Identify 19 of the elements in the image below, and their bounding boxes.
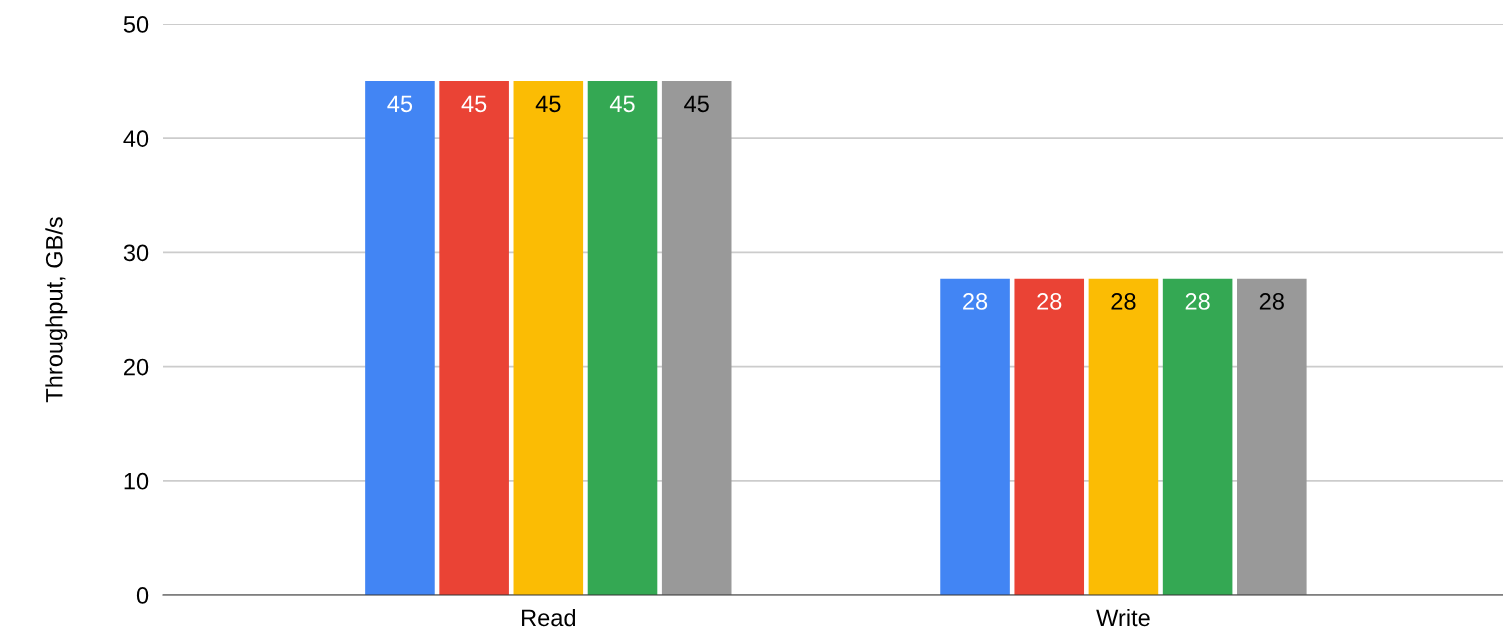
y-tick-label: 50 <box>123 16 149 33</box>
data-label: 28 <box>1037 292 1062 310</box>
data-label: 45 <box>461 95 487 113</box>
data-label: 45 <box>609 95 635 113</box>
y-tick-label: 10 <box>124 472 149 490</box>
data-label: 45 <box>535 95 561 113</box>
y-tick-label: 30 <box>123 244 149 262</box>
data-label: 28 <box>1111 292 1136 310</box>
x-tick-label: Read <box>522 608 576 627</box>
data-label: 45 <box>684 95 709 113</box>
data-label: 28 <box>963 292 988 310</box>
y-axis-title: Throughput, GB/s <box>45 217 68 403</box>
y-tick-label: 0 <box>136 587 149 604</box>
y-tick-label: 40 <box>123 130 149 147</box>
x-tick-label: Write <box>1096 608 1150 627</box>
y-tick-label: 20 <box>124 358 149 376</box>
data-label: 28 <box>1185 292 1210 310</box>
data-label: 45 <box>387 95 413 113</box>
data-label: 28 <box>1259 292 1284 310</box>
